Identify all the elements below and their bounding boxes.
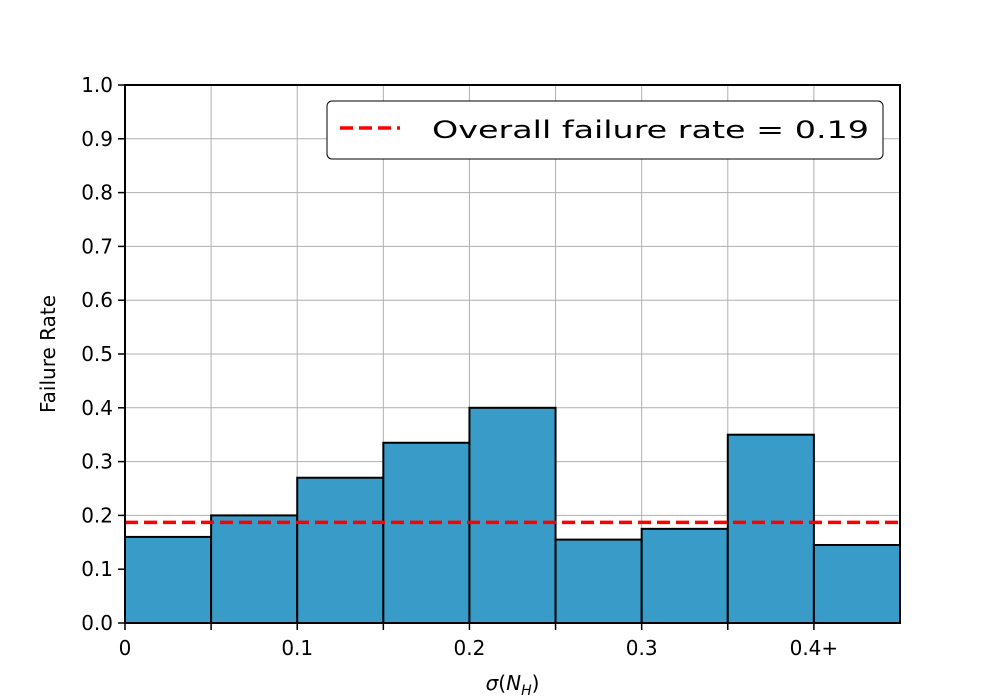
- y-tick-label: 1.0: [81, 73, 113, 97]
- y-ticks: 0.0 0.1 0.2 0.3 0.4 0.5 0.6 0.7 0.8 0.9 1.0: [81, 73, 125, 635]
- x-tick-label: 0.2: [454, 636, 486, 660]
- x-tick-label: 0.3: [626, 636, 658, 660]
- x-ticks: 0 0.1 0.2 0.3 0.4+: [119, 623, 839, 660]
- bars: [124, 406, 902, 625]
- x-tick-label: 0.1: [281, 636, 313, 660]
- x-tick-label: 0.4+: [790, 636, 839, 660]
- y-tick-label: 0.3: [81, 450, 113, 474]
- y-tick-label: 0.2: [81, 503, 113, 527]
- y-tick-label: 0.5: [81, 342, 113, 366]
- legend-box: [326, 100, 884, 160]
- y-tick-label: 0.0: [81, 611, 113, 635]
- legend-entry: Overall failure rate = 0.19: [432, 116, 869, 144]
- y-tick-label: 0.4: [81, 396, 113, 420]
- x-axis-label: σ(NH): [486, 671, 540, 699]
- histogram-bar: [726, 433, 815, 625]
- y-tick-label: 0.6: [81, 288, 113, 312]
- y-tick-label: 0.9: [81, 127, 113, 151]
- histogram-bar: [640, 527, 729, 624]
- y-tick-label: 0.7: [81, 234, 113, 258]
- histogram-bar: [124, 535, 213, 624]
- y-tick-label: 0.8: [81, 181, 113, 205]
- legend: Overall failure rate = 0.19: [326, 100, 884, 160]
- y-axis-label: Failure Rate: [36, 295, 60, 413]
- histogram-bar: [554, 538, 643, 624]
- histogram-bar: [382, 441, 471, 624]
- x-tick-label: 0: [119, 636, 132, 660]
- histogram-bar: [812, 543, 902, 624]
- y-tick-label: 0.1: [81, 557, 113, 581]
- histogram-bar: [296, 476, 385, 624]
- histogram-bar: [468, 406, 557, 624]
- histogram-bar: [210, 514, 299, 625]
